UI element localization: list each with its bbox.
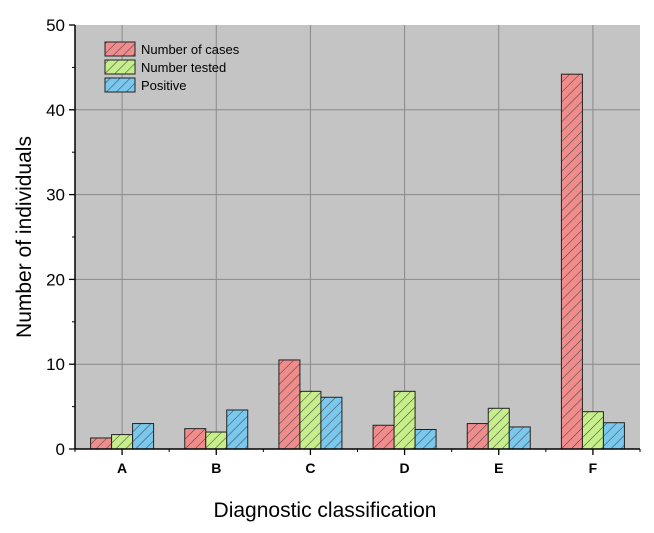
bar-hatch [466,423,489,450]
bar-number-tested-F [581,411,604,450]
legend-item: Number tested [104,59,226,75]
x-tick-label: D [400,460,410,476]
legend-swatch-hatch [104,59,136,75]
bar-hatch [90,437,113,450]
bar-hatch [205,431,228,450]
x-tick-label: A [117,460,127,476]
bar-number-of-cases-D [372,424,395,450]
bar-hatch [184,428,207,450]
bar-hatch [414,428,437,450]
bar-number-of-cases-E [466,423,489,450]
bar-hatch [581,411,604,450]
legend-label: Number of cases [141,42,240,57]
bar-positive-C [320,396,343,450]
bar-hatch [487,407,510,450]
x-tick-label: E [494,460,503,476]
legend: Number of cases Number tested Positive [104,41,240,93]
y-tick-label: 0 [56,440,65,459]
bar-hatch [372,424,395,450]
bar-hatch [393,390,416,450]
legend-item: Number of cases [104,41,240,57]
y-tick-label: 10 [46,355,65,374]
bar-number-tested-A [111,434,134,450]
x-axis-ticks: A B C D E F [74,449,641,476]
legend-swatch-hatch [104,41,136,57]
x-axis-title: Diagnostic classification [214,499,437,522]
bar-hatch [602,422,625,450]
bar-hatch [132,423,155,450]
bar-number-of-cases-A [90,437,113,450]
bar-number-tested-C [299,390,322,450]
bar-hatch [111,434,134,450]
bar-positive-A [132,423,155,450]
y-tick-label: 20 [46,270,65,289]
legend-item: Positive [104,77,187,93]
plot-area [75,25,640,449]
x-tick-label: B [211,460,221,476]
y-tick-label: 30 [46,186,65,205]
bar-number-of-cases-B [184,428,207,450]
bar-hatch [226,409,249,450]
bar-positive-E [508,426,531,450]
bar-hatch [278,359,301,450]
bar-positive-F [602,422,625,450]
y-tick-label: 40 [46,101,65,120]
bar-positive-D [414,428,437,450]
bar-number-tested-E [487,407,510,450]
bar-number-of-cases-F [560,73,583,450]
bar-number-of-cases-C [278,359,301,450]
bar-number-tested-B [205,431,228,450]
y-axis-ticks: 0 10 20 30 40 50 [46,16,75,459]
bars [90,73,625,450]
grid-lines [75,25,640,449]
y-tick-label: 50 [46,16,65,35]
bar-hatch [320,396,343,450]
bar-hatch [299,390,322,450]
bar-hatch [560,73,583,450]
bar-number-tested-D [393,390,416,450]
x-tick-label: F [589,460,598,476]
x-tick-label: C [305,460,315,476]
legend-swatch-hatch [104,77,136,93]
y-axis-title: Number of individuals [13,136,36,338]
bar-positive-B [226,409,249,450]
legend-label: Positive [141,78,187,93]
legend-label: Number tested [141,60,226,75]
bar-hatch [508,426,531,450]
